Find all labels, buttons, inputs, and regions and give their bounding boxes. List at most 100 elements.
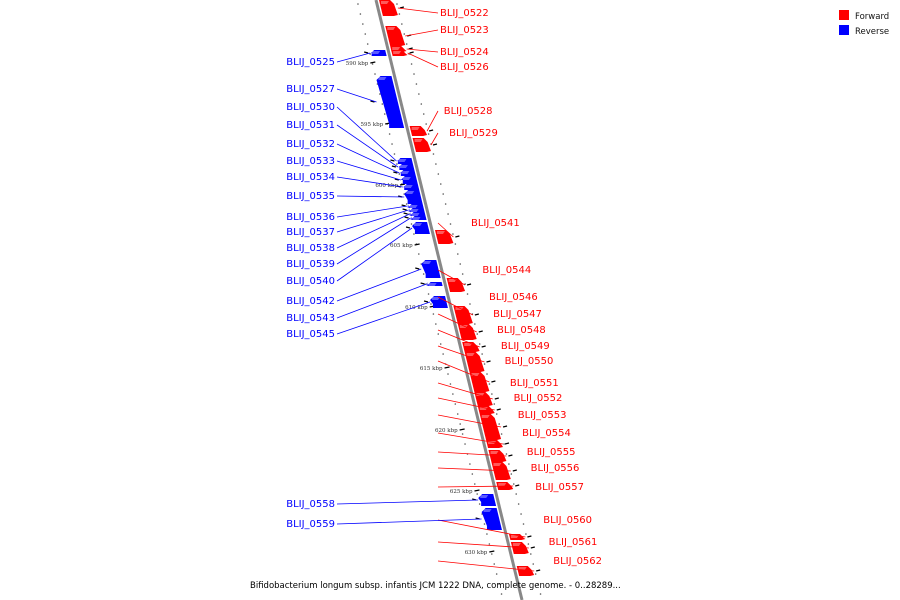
gene-feature[interactable] [397, 164, 415, 170]
gene-feature[interactable] [508, 534, 526, 540]
gene-label[interactable]: BLIJ_0546 [489, 292, 538, 303]
gene-label[interactable]: BLIJ_0554 [522, 428, 571, 439]
gene-label[interactable]: BLIJ_0556 [531, 463, 580, 474]
gene-label[interactable]: BLIJ_0544 [482, 265, 531, 276]
gene-label[interactable]: BLIJ_0539 [286, 259, 335, 270]
gene-feature[interactable] [391, 50, 408, 56]
gene-feature[interactable] [488, 450, 507, 462]
gene-label[interactable]: BLIJ_0535 [286, 191, 335, 202]
gene-label[interactable]: BLIJ_0551 [510, 378, 559, 389]
gene-feature[interactable] [376, 76, 405, 128]
gene-label[interactable]: BLIJ_0552 [514, 393, 563, 404]
gene-label[interactable]: BLIJ_0562 [553, 556, 602, 567]
gene-feature[interactable] [379, 0, 398, 16]
gene-feature[interactable] [396, 158, 413, 164]
gene-leader-line [336, 143, 400, 174]
gene-feature-highlight [448, 279, 457, 282]
gene-feature[interactable] [426, 282, 443, 286]
gene-label[interactable]: BLIJ_0543 [286, 313, 335, 324]
scale-tick-label: 590 kbp [346, 61, 369, 67]
gene-label[interactable]: BLIJ_0540 [286, 276, 335, 287]
gene-leader-line [336, 160, 401, 181]
gene-feature[interactable] [370, 50, 387, 56]
gene-label[interactable]: BLIJ_0553 [518, 410, 567, 421]
gene-feature[interactable] [462, 342, 480, 352]
gene-feature[interactable] [408, 208, 425, 212]
gene-label[interactable]: BLIJ_0537 [286, 227, 335, 238]
gene-feature[interactable] [400, 176, 418, 184]
gene-label[interactable]: BLIJ_0522 [440, 8, 489, 19]
gene-leader-line [336, 518, 482, 525]
gene-label[interactable]: BLIJ_0523 [440, 25, 489, 36]
gene-label[interactable]: BLIJ_0538 [286, 243, 335, 254]
gene-label[interactable]: BLIJ_0549 [501, 341, 550, 352]
gene-label[interactable]: BLIJ_0560 [543, 515, 592, 526]
gene-feature[interactable] [402, 184, 420, 190]
gene-feature-highlight [466, 353, 475, 356]
gene-feature-highlight [401, 171, 410, 174]
position-dot [508, 463, 510, 465]
gene-label[interactable]: BLIJ_0532 [286, 139, 335, 150]
gene-feature[interactable] [457, 324, 477, 340]
gene-label[interactable]: BLIJ_0545 [286, 329, 335, 340]
forward-legend-swatch [839, 10, 849, 20]
gene-label[interactable]: BLIJ_0559 [286, 519, 335, 530]
gene-feature[interactable] [477, 406, 495, 414]
gene-feature[interactable] [469, 372, 490, 392]
gene-feature[interactable] [407, 204, 424, 208]
gene-label[interactable]: BLIJ_0533 [286, 156, 335, 167]
gene-feature[interactable] [409, 212, 426, 216]
gene-feature[interactable] [474, 392, 493, 406]
gene-feature[interactable] [410, 216, 427, 220]
gene-label[interactable]: BLIJ_0558 [286, 499, 335, 510]
position-dot [447, 373, 449, 375]
position-dot [391, 143, 393, 145]
gene-feature[interactable] [412, 138, 431, 152]
gene-feature[interactable] [481, 508, 502, 530]
gene-label[interactable]: BLIJ_0536 [286, 212, 335, 223]
gene-label[interactable]: BLIJ_0555 [527, 447, 576, 458]
gene-label[interactable]: BLIJ_0547 [493, 309, 542, 320]
gene-feature[interactable] [399, 170, 416, 176]
gene-label[interactable]: BLIJ_0550 [505, 356, 554, 367]
gene-feature[interactable] [516, 566, 535, 576]
gene-label[interactable]: BLIJ_0534 [286, 172, 335, 183]
gene-feature[interactable] [409, 126, 428, 136]
gene-feature-highlight [414, 139, 423, 142]
position-dot [364, 33, 367, 35]
gene-label[interactable]: BLIJ_0524 [440, 47, 489, 58]
gene-label[interactable]: BLIJ_0530 [286, 102, 335, 113]
gene-feature[interactable] [434, 230, 454, 244]
gene-label[interactable]: BLIJ_0557 [535, 482, 584, 493]
gene-label[interactable]: BLIJ_0542 [286, 296, 335, 307]
position-dot [413, 233, 415, 235]
gene-label[interactable]: BLIJ_0528 [444, 106, 493, 117]
position-dot [427, 133, 430, 135]
position-dot [520, 513, 522, 515]
gene-feature-highlight [464, 343, 473, 346]
position-dot [398, 13, 401, 15]
gene-label[interactable]: BLIJ_0525 [286, 57, 335, 68]
gene-label[interactable]: BLIJ_0526 [440, 62, 489, 73]
gene-label[interactable]: BLIJ_0529 [449, 128, 498, 139]
position-dot [403, 33, 406, 35]
gene-feature[interactable] [404, 190, 423, 204]
gene-feature[interactable] [478, 494, 497, 506]
position-dot [425, 123, 427, 125]
gene-feature[interactable] [479, 414, 502, 440]
gene-feature[interactable] [446, 278, 466, 292]
gene-feature[interactable] [510, 542, 529, 554]
gene-label[interactable]: BLIJ_0527 [286, 84, 335, 95]
gene-feature[interactable] [421, 260, 441, 278]
gene-label[interactable]: BLIJ_0541 [471, 218, 520, 229]
position-dot [532, 563, 535, 565]
gene-feature[interactable] [430, 296, 448, 308]
gene-end-tick [491, 380, 496, 383]
gene-label[interactable]: BLIJ_0531 [286, 120, 335, 131]
gene-feature[interactable] [453, 306, 473, 324]
gene-label[interactable]: BLIJ_0561 [549, 537, 598, 548]
gene-feature[interactable] [385, 26, 406, 46]
gene-feature[interactable] [412, 222, 430, 234]
gene-label[interactable]: BLIJ_0548 [497, 325, 546, 336]
gene-end-tick [496, 408, 501, 411]
